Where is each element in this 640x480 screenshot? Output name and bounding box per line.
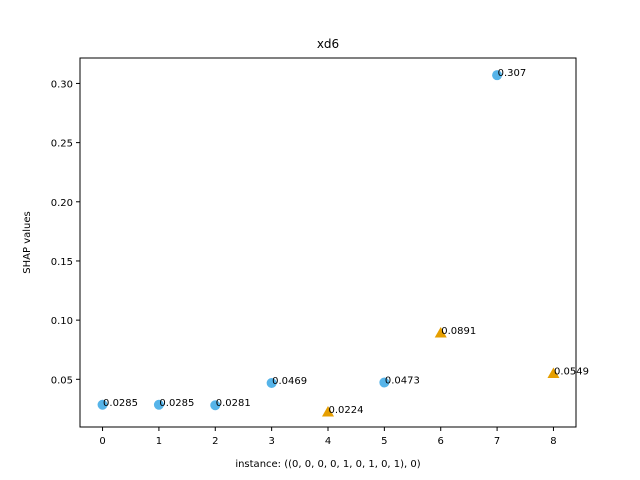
x-tick-label: 8 (550, 436, 556, 447)
data-point-circle (266, 377, 277, 388)
y-tick-label: 0.15 (51, 257, 73, 268)
y-axis-label: SHAP values (22, 211, 33, 273)
data-point-triangle (547, 367, 560, 379)
y-tick-label: 0.20 (51, 198, 73, 209)
x-tick-label: 3 (268, 436, 274, 447)
ticks-layer: 0 1 2 3 4 5 6 7 8 0.05 0.10 0.15 0.20 0.25 0.30 (51, 79, 557, 447)
data-label: 0.0285 (159, 398, 194, 409)
data-point-triangle (434, 327, 447, 338)
data-point-circle (97, 399, 108, 410)
x-axis-label: instance: ((0, 0, 0, 0, 1, 0, 1, 0, 1), … (235, 459, 420, 470)
y-tick-label: 0.25 (51, 139, 73, 150)
x-tick-label: 7 (494, 436, 500, 447)
y-tick-label: 0.05 (51, 375, 73, 386)
data-label: 0.0473 (385, 376, 420, 387)
x-tick-label: 1 (156, 436, 162, 447)
data-label: 0.0281 (216, 398, 251, 409)
x-tick-label: 2 (212, 436, 218, 447)
points-layer (97, 70, 560, 417)
x-tick-label: 4 (325, 436, 331, 447)
x-tick-label: 0 (99, 436, 105, 447)
data-label: 0.0891 (441, 326, 476, 337)
data-point-circle (379, 377, 390, 388)
data-point-circle (492, 70, 503, 81)
data-label: 0.307 (498, 68, 527, 79)
data-label: 0.0549 (554, 367, 589, 378)
chart-title: xd6 (317, 37, 339, 51)
data-point-circle (210, 400, 221, 411)
data-point-triangle (322, 405, 334, 417)
data-label: 0.0285 (103, 398, 138, 409)
data-point-circle (153, 399, 164, 410)
data-label: 0.0469 (272, 376, 307, 387)
plot-area-frame (79, 57, 577, 428)
y-tick-label: 0.30 (51, 79, 73, 90)
data-label: 0.0224 (329, 405, 364, 416)
y-tick-label: 0.10 (51, 316, 73, 327)
data-labels-layer: 0.0285 0.0285 0.0281 0.0469 0.0224 0.0473 0.08… (103, 68, 589, 416)
x-tick-label: 5 (381, 436, 387, 447)
x-tick-label: 6 (438, 436, 444, 447)
